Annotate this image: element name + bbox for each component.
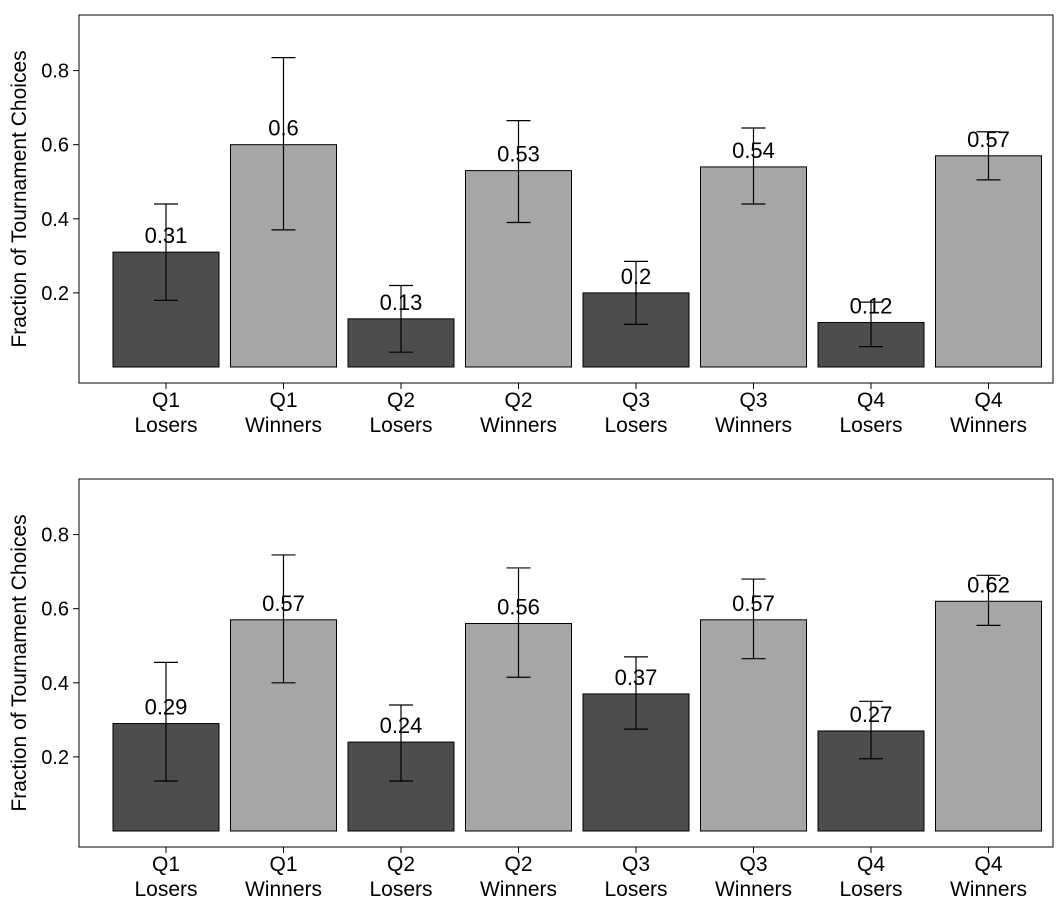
x-tick-label: Losers bbox=[369, 878, 432, 901]
x-tick-label: Q1 bbox=[269, 389, 297, 412]
x-tick-label: Q1 bbox=[152, 389, 180, 412]
y-tick-label: 0.2 bbox=[41, 283, 69, 305]
x-tick-label: Winners bbox=[715, 414, 792, 437]
x-tick-label: Losers bbox=[839, 414, 902, 437]
chart-panel-2: 0.2 0.4 0.6 0.8 Fraction of Tournament Choic… bbox=[8, 478, 1054, 901]
x-tick-label: Q1 bbox=[152, 853, 180, 876]
x-tick-label: Q2 bbox=[387, 389, 415, 412]
x-tick-label: Winners bbox=[950, 414, 1027, 437]
x-tick-label: Q2 bbox=[387, 853, 415, 876]
x-tick-label: Winners bbox=[245, 878, 322, 901]
x-tick-label: Q2 bbox=[504, 389, 532, 412]
x-tick-label: Q2 bbox=[504, 853, 532, 876]
chart-panel-1: 0.2 0.4 0.6 0.8 Fraction of Tournament Choic… bbox=[8, 14, 1054, 437]
data-label: 0.27 bbox=[850, 702, 893, 727]
x-tick-label: Losers bbox=[604, 878, 667, 901]
plot-frame bbox=[78, 478, 1054, 848]
y-tick-label: 0.2 bbox=[41, 747, 69, 769]
bar-q4-winners bbox=[935, 155, 1042, 368]
data-label: 0.24 bbox=[380, 713, 423, 738]
data-label: 0.57 bbox=[967, 127, 1010, 152]
x-tick-label: Winners bbox=[480, 414, 557, 437]
x-tick-label: Q4 bbox=[974, 853, 1002, 876]
data-label: 0.31 bbox=[145, 223, 188, 248]
y-axis-label: Fraction of Tournament Choices bbox=[8, 514, 31, 811]
data-label: 0.57 bbox=[262, 591, 305, 616]
y-tick-label: 0.8 bbox=[41, 525, 69, 547]
x-tick-label: Losers bbox=[134, 414, 197, 437]
data-label: 0.62 bbox=[967, 572, 1010, 597]
x-tick-label: Q4 bbox=[857, 389, 885, 412]
x-tick-label: Losers bbox=[839, 878, 902, 901]
x-tick-label: Winners bbox=[245, 414, 322, 437]
x-tick-label: Q4 bbox=[857, 853, 885, 876]
y-tick-label: 0.8 bbox=[41, 61, 69, 83]
data-label: 0.29 bbox=[145, 695, 188, 720]
y-tick-label: 0.4 bbox=[41, 209, 69, 231]
data-label: 0.2 bbox=[621, 264, 652, 289]
plot-frame bbox=[78, 14, 1054, 384]
y-tick-label: 0.6 bbox=[41, 135, 69, 157]
x-tick-label: Winners bbox=[950, 878, 1027, 901]
data-label: 0.37 bbox=[615, 665, 658, 690]
x-tick-label: Q3 bbox=[739, 853, 767, 876]
x-tick-label: Winners bbox=[480, 878, 557, 901]
y-tick-label: 0.4 bbox=[41, 673, 69, 695]
y-tick-label: 0.6 bbox=[41, 599, 69, 621]
x-tick-label: Q4 bbox=[974, 389, 1002, 412]
x-tick-label: Q3 bbox=[739, 389, 767, 412]
data-label: 0.12 bbox=[850, 294, 893, 319]
y-axis-label: Fraction of Tournament Choices bbox=[8, 50, 31, 347]
data-label: 0.57 bbox=[732, 591, 775, 616]
data-label: 0.53 bbox=[497, 142, 540, 167]
bar-q4-winners bbox=[935, 600, 1042, 832]
x-tick-label: Q1 bbox=[269, 853, 297, 876]
data-label: 0.56 bbox=[497, 595, 540, 620]
x-tick-label: Losers bbox=[604, 414, 667, 437]
data-label: 0.54 bbox=[732, 138, 775, 163]
x-tick-label: Winners bbox=[715, 878, 792, 901]
data-label: 0.13 bbox=[380, 290, 423, 315]
data-label: 0.6 bbox=[268, 116, 299, 141]
x-tick-label: Losers bbox=[369, 414, 432, 437]
x-tick-label: Q3 bbox=[622, 389, 650, 412]
x-tick-label: Q3 bbox=[622, 853, 650, 876]
x-tick-label: Losers bbox=[134, 878, 197, 901]
